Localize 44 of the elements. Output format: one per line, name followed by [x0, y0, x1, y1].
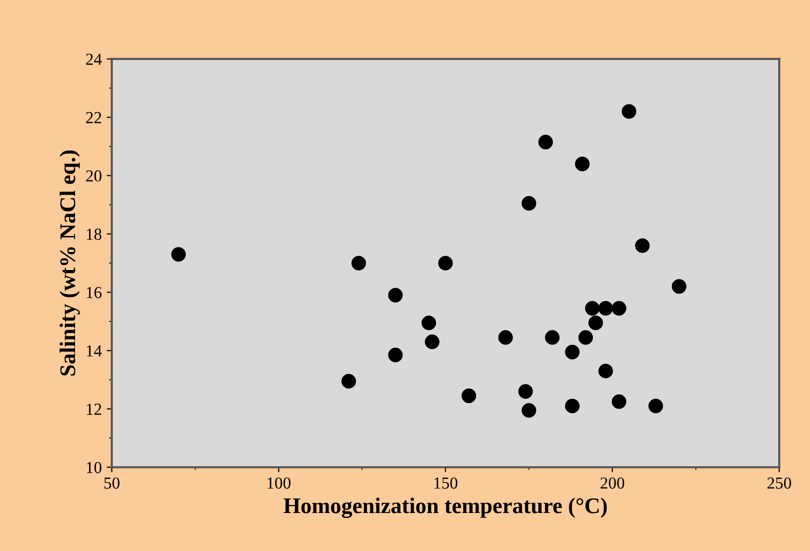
y-axis-title: Salinity (wt% NaCl eq.)	[60, 150, 80, 376]
point	[598, 301, 613, 316]
point	[388, 288, 403, 302]
point	[612, 301, 626, 316]
point	[612, 394, 626, 409]
point	[588, 316, 603, 330]
x-axis-title: Homogenization temperature (°C)	[284, 498, 607, 518]
point	[498, 330, 513, 345]
point	[575, 156, 590, 172]
point	[522, 196, 536, 211]
point	[598, 364, 613, 378]
point	[341, 374, 356, 388]
point	[545, 330, 560, 345]
point	[424, 334, 440, 350]
point	[635, 238, 650, 253]
y-tick-label: 20	[86, 170, 102, 182]
point	[518, 384, 533, 399]
x-tick-label: 200	[600, 477, 624, 489]
point	[672, 279, 686, 294]
point	[422, 316, 436, 330]
point	[522, 403, 536, 418]
y-tick-label: 16	[86, 287, 102, 298]
point	[351, 256, 366, 270]
x-tick-label: 150	[434, 477, 458, 489]
x-tick-label: 50	[104, 477, 120, 489]
y-tick-label: 18	[86, 228, 102, 240]
point	[438, 256, 453, 270]
point	[565, 398, 580, 414]
point	[648, 398, 664, 414]
point	[565, 344, 580, 360]
point	[462, 388, 476, 404]
point	[171, 247, 186, 262]
x-tick-label: 100	[268, 477, 291, 489]
point	[585, 301, 600, 316]
point	[622, 104, 636, 119]
x-tick-label: 250	[767, 477, 792, 489]
y-tick-label: 24	[86, 54, 102, 65]
y-tick-label: 14	[86, 345, 102, 356]
y-tick-label: 22	[86, 112, 102, 124]
y-tick-label: 10	[86, 462, 102, 474]
point	[388, 348, 403, 362]
point	[538, 134, 553, 150]
y-tick-label: 12	[86, 404, 102, 415]
point	[578, 330, 593, 345]
